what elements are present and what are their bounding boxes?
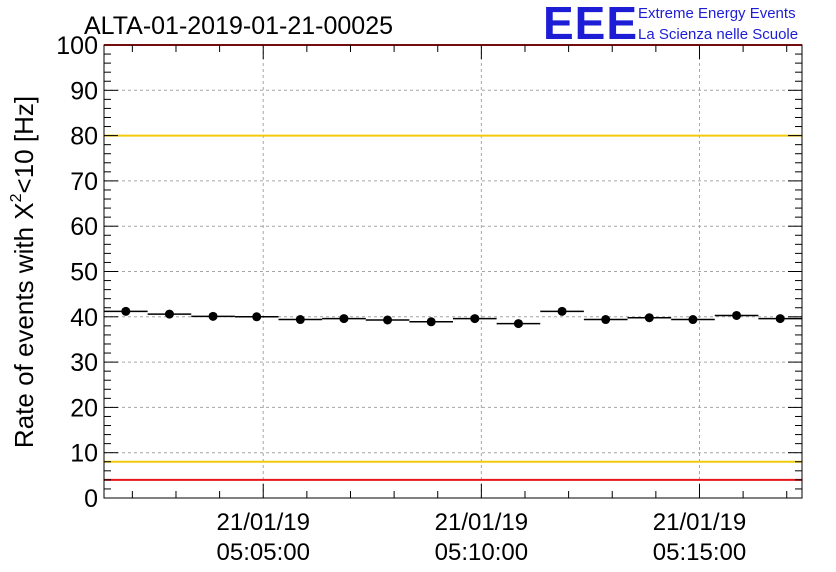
x-axis-tick-labels: 21/01/19 05:05:00 21/01/19 05:10:00 21/01/19… xyxy=(217,509,747,566)
y-tick-label: 20 xyxy=(70,394,98,422)
x-axis-ticks xyxy=(131,45,788,498)
y-tick-label: 80 xyxy=(70,123,98,151)
y-tick-label: 90 xyxy=(70,77,98,105)
grid-lines xyxy=(104,45,802,498)
data-point xyxy=(252,312,262,322)
data-point xyxy=(644,313,654,323)
data-point xyxy=(383,315,393,325)
y-tick-label: 60 xyxy=(70,213,98,241)
y-tick-label: 40 xyxy=(70,304,98,332)
eee-logo: EEE Extreme Energy Events La Scienza nel… xyxy=(543,0,833,49)
data-point xyxy=(557,306,567,316)
data-points xyxy=(104,306,802,329)
data-point xyxy=(426,317,436,327)
chart-title: ALTA-01-2019-01-21-00025 xyxy=(84,12,393,40)
y-axis-label-superscript: 2 xyxy=(8,193,25,202)
data-point xyxy=(688,315,698,325)
x-tick-label-time: 05:10:00 xyxy=(435,539,528,566)
y-tick-label: 70 xyxy=(70,168,98,196)
data-point xyxy=(295,315,305,325)
data-point xyxy=(121,306,131,316)
data-point xyxy=(470,314,480,324)
y-axis-tick-labels: 0 10 20 30 40 50 60 70 80 90 100 xyxy=(56,32,98,513)
y-tick-label: 30 xyxy=(70,349,98,377)
data-point xyxy=(164,309,174,319)
eee-logo-mark: EEE xyxy=(543,0,639,49)
data-point xyxy=(208,311,218,321)
x-tick-label-date: 21/01/19 xyxy=(653,509,746,536)
y-tick-label: 10 xyxy=(70,440,98,468)
y-tick-label: 50 xyxy=(70,259,98,287)
logo-line-extreme-energy-events: Extreme Energy Events xyxy=(638,5,796,22)
reference-lines xyxy=(104,44,802,481)
y-axis-ticks xyxy=(104,44,802,499)
logo-line-scienza-scuole: La Scienza nelle Scuole xyxy=(638,26,799,43)
y-tick-label: 0 xyxy=(84,485,98,513)
x-tick-label-date: 21/01/19 xyxy=(217,509,310,536)
data-point xyxy=(732,310,742,320)
x-tick-label-time: 05:15:00 xyxy=(653,539,746,566)
data-point xyxy=(601,315,611,325)
data-point xyxy=(339,314,349,324)
x-tick-label-time: 05:05:00 xyxy=(217,539,310,566)
y-axis-label: Rate of events with X2<10 [Hz] xyxy=(8,96,39,448)
data-point xyxy=(513,319,523,329)
y-tick-label: 100 xyxy=(56,32,98,60)
x-tick-label-date: 21/01/19 xyxy=(435,509,528,536)
data-point xyxy=(775,314,785,324)
